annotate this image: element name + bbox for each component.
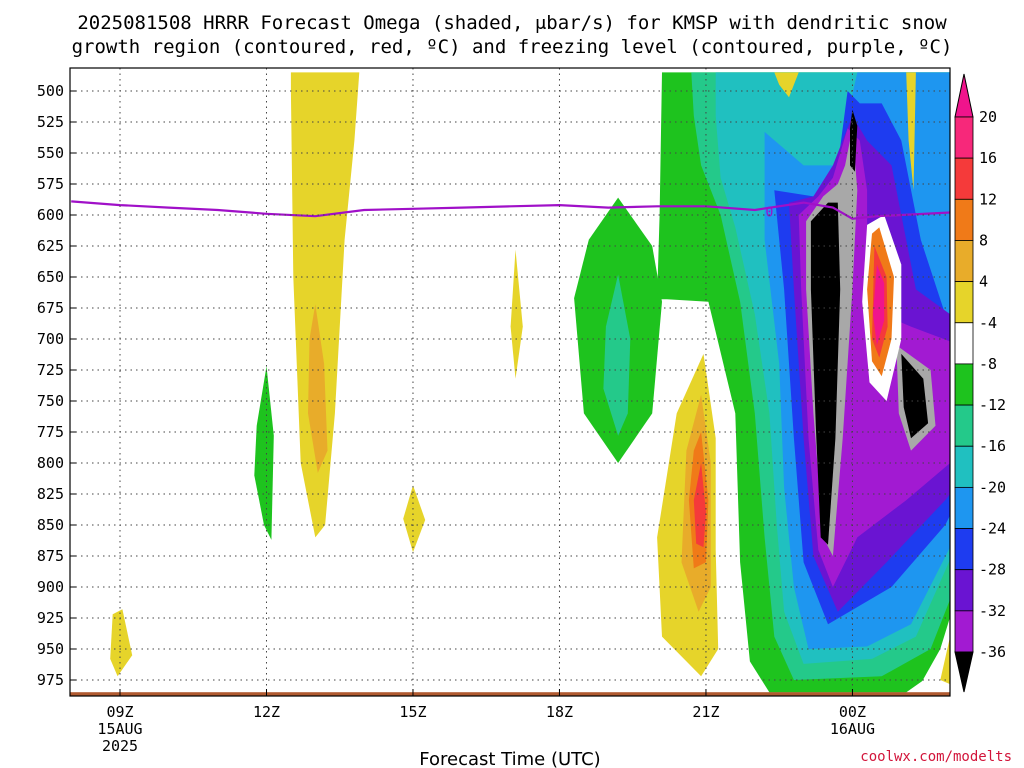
y-tick-label: 900: [37, 578, 64, 596]
plot-area: 0: [70, 72, 950, 696]
chart-title-line-2: growth region (contoured, red, ºC) and f…: [72, 36, 953, 58]
y-tick-label: 600: [37, 206, 64, 224]
colorbar-band: [954, 363, 974, 406]
y-tick-label: 500: [37, 82, 64, 100]
colorbar-label: 12: [979, 190, 997, 208]
colorbar-band: [954, 281, 974, 324]
colorbar-label: 8: [979, 231, 988, 249]
omega-region-5: [254, 366, 274, 540]
x-tick-label: 2025: [102, 737, 138, 755]
y-tick-label: 925: [37, 609, 64, 627]
y-tick-label: 675: [37, 299, 64, 317]
y-tick-label: 625: [37, 237, 64, 255]
freezing-level-line: [71, 200, 950, 220]
x-tick-label: 12Z: [253, 703, 280, 721]
colorbar-label: -4: [979, 314, 997, 332]
colorbar-label: -20: [979, 478, 1006, 496]
colorbar-band: [954, 445, 974, 488]
colorbar-band: [954, 528, 974, 571]
y-axis: 500 525 550 575 600 625 650 675 700 725 750 775 800 8…: [37, 82, 76, 689]
omega-region-11: [693, 463, 706, 548]
omega-region-30: [873, 264, 885, 346]
x-tick-label: 18Z: [546, 703, 573, 721]
x-tick-label: 21Z: [692, 703, 719, 721]
y-tick-label: 750: [37, 392, 64, 410]
colorbar-band: [954, 610, 974, 653]
y-tick-label: 800: [37, 454, 64, 472]
omega-region-24: [901, 353, 929, 439]
omega-region-31: [915, 617, 950, 693]
freezing-level-label: 0: [766, 205, 774, 220]
credit-link[interactable]: coolwx.com/modelts: [860, 749, 1012, 765]
colorbar-label: -32: [979, 602, 1006, 620]
x-tick-label: 15AUG: [97, 720, 142, 738]
omega-region-32: [940, 637, 950, 685]
y-tick-label: 575: [37, 175, 64, 193]
omega-region-2: [110, 609, 133, 677]
x-tick-label: 09Z: [106, 703, 133, 721]
colorbar-label: 4: [979, 273, 988, 291]
y-tick-label: 850: [37, 516, 64, 534]
omega-region-7: [603, 274, 631, 436]
colorbar-band: [954, 569, 974, 612]
colorbar-band: [954, 116, 974, 159]
x-tick-label: 00Z: [839, 703, 866, 721]
colorbar-top-arrow: [954, 73, 974, 118]
colorbar-band: [954, 486, 974, 529]
y-tick-label: 875: [37, 547, 64, 565]
y-tick-label: 700: [37, 330, 64, 348]
colorbar-label: -28: [979, 561, 1006, 579]
omega-region-4: [510, 249, 523, 379]
omega-region-1: [308, 304, 328, 473]
colorbar-label: -12: [979, 396, 1006, 414]
colorbar-band: [954, 322, 974, 365]
y-tick-label: 650: [37, 268, 64, 286]
grid-layer: [70, 68, 950, 696]
y-tick-label: 550: [37, 144, 64, 162]
colorbar-label: -24: [979, 520, 1006, 538]
colorbar-bottom-arrow: [954, 651, 974, 693]
x-tick-label: 15Z: [399, 703, 426, 721]
colorbar-band: [954, 198, 974, 241]
colorbar-label: -16: [979, 437, 1006, 455]
chart-title-line-1: 2025081508 HRRR Forecast Omega (shaded, …: [77, 12, 947, 34]
omega-region-3: [403, 485, 426, 553]
colorbar-band: [954, 404, 974, 447]
x-axis-title: Forecast Time (UTC): [419, 749, 600, 768]
colorbar-label: -36: [979, 643, 1006, 661]
y-tick-label: 825: [37, 485, 64, 503]
colorbar-band: [954, 157, 974, 200]
omega-region-25: [906, 72, 916, 191]
y-tick-label: 950: [37, 640, 64, 658]
omega-region-26: [774, 72, 799, 98]
x-tick-label: 16AUG: [830, 720, 875, 738]
omega-region-21: [810, 202, 841, 545]
y-tick-label: 525: [37, 113, 64, 131]
colorbar-label: 16: [979, 149, 997, 167]
omega-region-22: [850, 109, 858, 172]
colorbar-label: 20: [979, 108, 997, 126]
colorbar-band: [954, 240, 974, 283]
y-tick-label: 725: [37, 361, 64, 379]
y-tick-label: 775: [37, 423, 64, 441]
plot-frame: [69, 67, 951, 697]
y-tick-label: 975: [37, 671, 64, 689]
omega-region-0: [290, 72, 360, 538]
surface-strip: [70, 692, 950, 696]
colorbar-label: -8: [979, 355, 997, 373]
colorbar: 20 16 12 8 4 -4 -8 -12 -16 -20 -24 -28 -32 -36: [954, 73, 1006, 693]
